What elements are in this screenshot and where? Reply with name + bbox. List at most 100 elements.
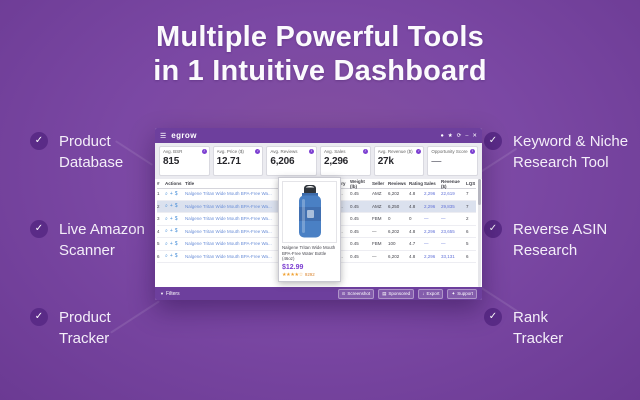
- fees-calculator-icon[interactable]: $: [174, 228, 178, 235]
- info-icon[interactable]: i: [470, 149, 476, 154]
- footer-button[interactable]: ▤ Sponsored: [378, 288, 415, 299]
- info-icon[interactable]: i: [416, 149, 422, 154]
- filters-label: Filters: [165, 290, 180, 297]
- stat-label: Opportunity Score: [431, 149, 468, 154]
- magnifier-icon[interactable]: ⌕: [165, 228, 168, 235]
- info-icon[interactable]: i: [255, 149, 261, 154]
- add-to-tracker-icon[interactable]: +: [169, 240, 173, 247]
- dashboard-topbar: ☰ egrow ● ★ ⟳ – ✕: [155, 128, 482, 143]
- row-number: 4: [157, 228, 160, 234]
- filters-button[interactable]: ▼ Filters: [160, 291, 180, 297]
- add-to-tracker-icon[interactable]: +: [169, 228, 173, 235]
- features-left: ✓ Product Database ✓ Live Amazon Scanner…: [30, 131, 152, 349]
- minimize-icon[interactable]: –: [465, 132, 469, 139]
- vertical-scrollbar[interactable]: [478, 179, 481, 287]
- product-preview-popup: Nalgene Tritan Wide Mouth BPA-Free Water…: [278, 177, 341, 282]
- add-to-tracker-icon[interactable]: +: [169, 215, 173, 222]
- page-title: Multiple Powerful Tools in 1 Intuitive D…: [0, 20, 640, 88]
- sponsored-icon: ▤: [382, 290, 387, 296]
- fees-calculator-icon[interactable]: $: [174, 203, 178, 210]
- stat-value: 27k: [377, 156, 394, 167]
- fees-calculator-icon[interactable]: $: [174, 215, 178, 222]
- star-rating-icon: ★★★★☆: [282, 271, 303, 278]
- info-icon[interactable]: i: [201, 149, 207, 154]
- feature-label: Keyword & Niche Research Tool: [513, 133, 629, 171]
- row-actions: ⌕ + $: [165, 228, 185, 234]
- review-count: 9292: [304, 272, 315, 278]
- row-actions: ⌕ + $: [165, 191, 185, 197]
- cell-revenue: —: [441, 241, 446, 247]
- scrollbar-thumb[interactable]: [478, 179, 481, 205]
- cell-rating: 0: [409, 216, 412, 222]
- popup-product-title: Nalgene Tritan Wide Mouth BPA-Free Water…: [282, 245, 336, 262]
- footer-button-label: Sponsored: [388, 291, 411, 296]
- cell-weight: 0.45: [350, 203, 359, 209]
- magnifier-icon[interactable]: ⌕: [165, 240, 168, 247]
- feature-label: Rank Tracker: [513, 309, 564, 347]
- cell-sales: —: [424, 241, 429, 247]
- dashboard-window: ☰ egrow ● ★ ⟳ – ✕ Avg. BSR i 815 Avg. Pr…: [155, 128, 482, 300]
- close-icon[interactable]: ✕: [472, 132, 477, 139]
- cell-lqs: 6: [466, 253, 469, 259]
- cell-seller: AMZ: [372, 191, 382, 197]
- cell-weight: 0.45: [350, 253, 359, 259]
- feature-label: Product Database: [59, 133, 124, 171]
- stat-card: Avg. Revenue ($) i 27k: [373, 146, 425, 176]
- cell-revenue: 22,619: [441, 191, 455, 197]
- checkmark-icon: ✓: [484, 132, 502, 150]
- hamburger-menu-icon[interactable]: ☰: [160, 132, 167, 140]
- footer-buttons: ⊙ Screenshot ▤ Sponsored ↓ Export ✦: [337, 288, 477, 299]
- cell-lqs: 7: [466, 203, 469, 209]
- page-title-line1: Multiple Powerful Tools: [156, 21, 484, 53]
- add-to-tracker-icon[interactable]: +: [169, 190, 173, 197]
- cell-reviews: 6,250: [388, 203, 400, 209]
- feature-label: Product Tracker: [59, 309, 111, 347]
- stat-value: 815: [163, 156, 180, 167]
- magnifier-icon[interactable]: ⌕: [165, 203, 168, 210]
- feature-item: ✓ Product Database: [30, 131, 152, 173]
- row-number: 5: [157, 241, 160, 247]
- magnifier-icon[interactable]: ⌕: [165, 190, 168, 197]
- footer-button[interactable]: ⊙ Screenshot: [337, 288, 375, 299]
- page-title-line2: in 1 Intuitive Dashboard: [153, 55, 487, 87]
- cell-lqs: 5: [466, 241, 469, 247]
- fees-calculator-icon[interactable]: $: [174, 253, 178, 260]
- magnifier-icon[interactable]: ⌕: [165, 215, 168, 222]
- cell-seller: —: [372, 253, 377, 259]
- cell-lqs: 6: [466, 228, 469, 234]
- cell-sales: 2,296: [424, 253, 436, 259]
- add-to-tracker-icon[interactable]: +: [169, 203, 173, 210]
- notification-dot-icon[interactable]: ●: [440, 132, 444, 139]
- cell-reviews: 6,202: [388, 253, 400, 259]
- refresh-icon[interactable]: ⟳: [456, 132, 462, 139]
- cell-seller: FBM: [372, 241, 382, 247]
- camera-icon: ⊙: [341, 290, 346, 296]
- cell-seller: AMZ: [372, 203, 382, 209]
- info-icon[interactable]: i: [309, 149, 315, 154]
- footer-button[interactable]: ✦ Support: [447, 288, 477, 299]
- cell-sales: —: [424, 216, 429, 222]
- cell-sales: 2,296: [424, 203, 436, 209]
- cell-sales: 2,296: [424, 228, 436, 234]
- cell-revenue: 29,835: [441, 203, 455, 209]
- row-actions: ⌕ + $: [165, 216, 185, 222]
- fees-calculator-icon[interactable]: $: [174, 240, 178, 247]
- row-actions: ⌕ + $: [165, 203, 185, 209]
- magnifier-icon[interactable]: ⌕: [165, 253, 168, 260]
- stat-value: 2,296: [324, 156, 349, 167]
- cell-rating: 4.7: [409, 241, 416, 247]
- cell-rating: 4.8: [409, 253, 416, 259]
- info-icon[interactable]: i: [362, 149, 368, 154]
- star-icon[interactable]: ★: [447, 132, 453, 139]
- stat-card: Avg. Price ($) i 12.71: [212, 146, 264, 176]
- footer-button[interactable]: ↓ Export: [418, 288, 444, 299]
- feature-label: Reverse ASIN Research: [513, 221, 608, 259]
- fees-calculator-icon[interactable]: $: [174, 190, 178, 197]
- row-number: 6: [157, 253, 160, 259]
- filter-funnel-icon: ▼: [160, 291, 164, 296]
- export-icon: ↓: [422, 291, 425, 296]
- feature-item: ✓ Reverse ASIN Research: [484, 219, 630, 261]
- add-to-tracker-icon[interactable]: +: [169, 253, 173, 260]
- stat-card: Avg. Reviews i 6,206: [266, 146, 318, 176]
